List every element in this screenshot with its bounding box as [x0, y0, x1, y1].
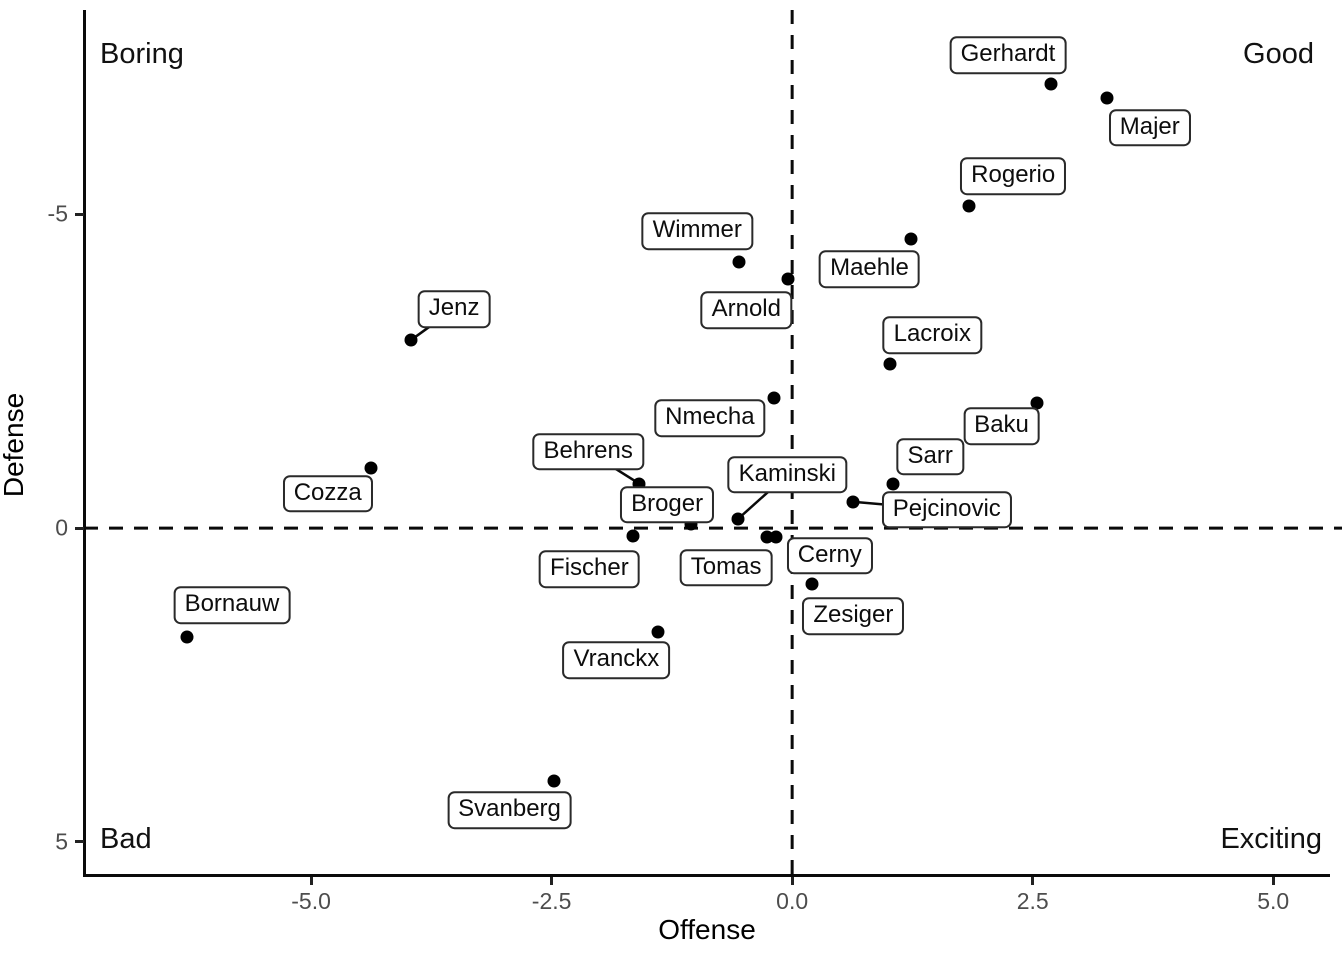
point-label-pejcinovic: Pejcinovic: [881, 490, 1012, 529]
point-label-arnold: Arnold: [700, 291, 792, 329]
point-label-lacroix: Lacroix: [882, 316, 982, 355]
point-label-zesiger: Zesiger: [802, 597, 905, 635]
point-label-majer: Majer: [1108, 109, 1191, 147]
x-axis-tick-label-2.5: 2.5: [1016, 888, 1049, 914]
data-point-arnold: [781, 272, 795, 286]
data-point-cozza: [364, 461, 378, 475]
data-point-cerny: [769, 530, 783, 544]
point-label-rogerio: Rogerio: [960, 157, 1067, 196]
data-point-fischer: [626, 529, 640, 543]
y-axis-tick--5: [75, 212, 84, 216]
data-point-wimmer: [732, 255, 746, 269]
point-label-maehle: Maehle: [819, 250, 920, 288]
y-axis-tick-label--5: -5: [47, 200, 68, 227]
data-point-nmecha: [767, 391, 781, 405]
y-axis-tick-label-5: 5: [55, 828, 68, 855]
point-label-wimmer: Wimmer: [641, 212, 753, 250]
quadrant-label-top-right: Good: [1243, 38, 1314, 70]
point-label-behrens: Behrens: [532, 432, 644, 471]
point-label-sarr: Sarr: [896, 437, 964, 476]
x-axis-title: Offense: [658, 914, 756, 945]
y-axis-tick-0: [75, 526, 84, 530]
data-point-svanberg: [547, 774, 561, 788]
point-label-nmecha: Nmecha: [654, 399, 766, 438]
data-point-maehle: [904, 232, 918, 246]
point-label-gerhardt: Gerhardt: [949, 36, 1067, 74]
point-label-vranckx: Vranckx: [562, 641, 671, 680]
data-point-jenz: [404, 333, 418, 347]
x-axis-tick--2.5: [550, 877, 554, 885]
x-axis-tick-5.0: [1271, 877, 1275, 885]
x-axis-tick-label--5.0: -5.0: [291, 888, 331, 914]
data-point-kaminski: [731, 512, 745, 526]
quadrant-label-bottom-right: Exciting: [1220, 823, 1322, 855]
y-axis-tick-label-0: 0: [55, 514, 68, 541]
point-label-jenz: Jenz: [417, 290, 491, 328]
x-axis-tick-label--2.5: -2.5: [531, 888, 572, 914]
data-point-vranckx: [651, 625, 665, 639]
point-label-kaminski: Kaminski: [727, 455, 847, 494]
x-axis-tick-label-0.0: 0.0: [776, 888, 809, 914]
data-point-rogerio: [962, 199, 976, 213]
x-axis-tick--5.0: [309, 877, 313, 885]
x-axis-line: [83, 874, 1330, 877]
data-point-gerhardt: [1044, 77, 1058, 91]
x-axis-tick-label-5.0: 5.0: [1257, 888, 1290, 914]
point-label-cozza: Cozza: [282, 475, 373, 513]
data-point-baku: [1030, 396, 1044, 410]
point-label-svanberg: Svanberg: [447, 791, 572, 829]
y-axis-line: [83, 10, 86, 877]
y-axis-title: Defense: [0, 392, 29, 498]
point-label-fischer: Fischer: [539, 550, 640, 589]
data-point-sarr: [886, 477, 900, 491]
data-point-pejcinovic: [846, 495, 860, 509]
x-axis-tick-0.0: [790, 877, 794, 885]
point-label-broger: Broger: [620, 485, 715, 524]
x-axis-tick-2.5: [1031, 877, 1035, 885]
point-label-tomas: Tomas: [679, 549, 773, 587]
data-point-lacroix: [883, 357, 897, 371]
point-label-baku: Baku: [963, 407, 1040, 446]
point-label-cerny: Cerny: [786, 537, 873, 575]
data-point-bornauw: [180, 630, 194, 644]
data-point-majer: [1100, 91, 1114, 105]
y-axis-tick-5: [75, 840, 84, 844]
quadrant-label-top-left: Boring: [100, 38, 184, 70]
data-point-zesiger: [805, 577, 819, 591]
quadrant-label-bottom-left: Bad: [100, 823, 152, 855]
point-label-bornauw: Bornauw: [173, 586, 291, 625]
